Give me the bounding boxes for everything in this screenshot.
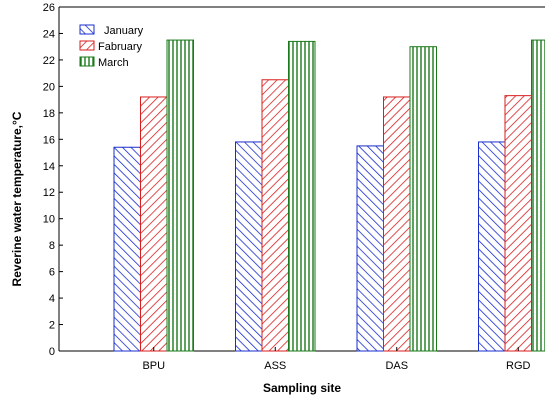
x-axis-ticks: BPU ASS DAS RGD	[142, 347, 531, 372]
y-tick-label: 14	[43, 161, 55, 173]
bar-january-das	[356, 145, 384, 352]
y-tick-label: 20	[43, 81, 55, 93]
bar-march-ass	[288, 40, 316, 352]
legend-swatch-march	[79, 56, 95, 67]
bar-january-bpu	[113, 146, 141, 352]
bar-january-ass	[235, 141, 263, 352]
y-tick-label: 6	[49, 267, 55, 279]
legend: January Fabruary March	[79, 24, 144, 69]
bars-group	[113, 39, 545, 352]
y-tick-label: 12	[43, 187, 55, 199]
legend-label: March	[98, 57, 129, 69]
y-tick-label: 18	[43, 108, 55, 120]
bar-january-rgd	[478, 141, 506, 352]
y-tick-label: 2	[49, 320, 55, 332]
legend-label: Fabruary	[98, 41, 143, 53]
y-tick-label: 0	[49, 346, 55, 358]
bar-march-bpu	[166, 39, 194, 352]
x-tick-label: BPU	[142, 360, 165, 372]
bar-fabruary-bpu	[140, 96, 168, 352]
legend-label: January	[104, 25, 144, 37]
x-axis-title: Sampling site	[263, 381, 341, 395]
legend-swatch-january	[79, 24, 95, 35]
bar-fabruary-ass	[261, 79, 289, 352]
bar-march-rgd	[531, 39, 545, 352]
x-tick-label: DAS	[385, 360, 408, 372]
y-tick-label: 26	[43, 2, 55, 14]
y-tick-label: 24	[43, 28, 55, 40]
x-tick-label: ASS	[264, 360, 286, 372]
y-tick-label: 8	[49, 240, 55, 252]
y-tick-label: 22	[43, 55, 55, 67]
y-axis-title: Reverine water temperature,°C	[10, 111, 24, 286]
bar-march-das	[409, 46, 437, 352]
legend-swatch-fabruary	[79, 40, 95, 51]
y-tick-label: 10	[43, 214, 55, 226]
bar-fabruary-rgd	[504, 95, 532, 352]
y-tick-label: 16	[43, 134, 55, 146]
x-tick-label: RGD	[506, 360, 531, 372]
bar-fabruary-das	[383, 96, 411, 352]
y-tick-label: 4	[49, 293, 55, 305]
